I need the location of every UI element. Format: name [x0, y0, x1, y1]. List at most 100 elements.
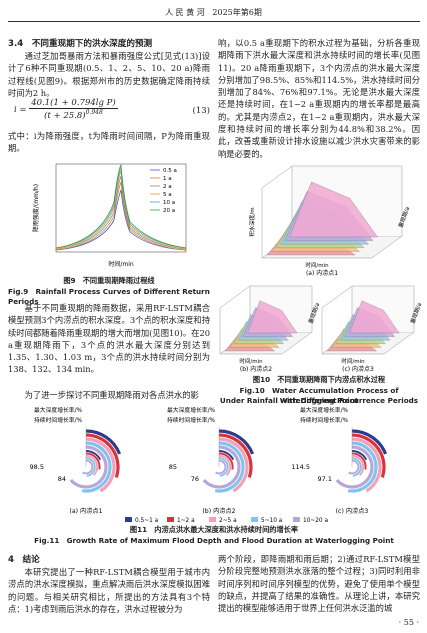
duration-label: 持续时间增长率/%: [34, 416, 83, 424]
y-axis-label: 积水深度/m: [248, 207, 256, 236]
depth-ring: [202, 445, 241, 489]
panel-label: (a) 内涝点1: [69, 507, 102, 515]
duration-value: 84: [58, 475, 66, 483]
depth-ring: [218, 429, 255, 455]
duration-ring: [218, 454, 232, 476]
panel-label: (b) 内涝点2: [202, 507, 235, 515]
duration-ring: [351, 450, 368, 461]
panel-side: [321, 285, 353, 354]
radial-chart: 最大深度增长率/% 持续时间增长率/% 98.5 84 (a) 内涝点1: [30, 406, 122, 515]
formula-lhs: i =: [14, 104, 27, 115]
depth-ring: [85, 437, 116, 493]
caption-cn: 图11 内涝点洪水最大深度和洪水持续时间的增长率: [129, 525, 299, 534]
legend-label: 5 a: [163, 192, 172, 198]
ridge: [247, 300, 298, 334]
journal-name: 人 民 黄 河: [165, 8, 205, 17]
duration-ring: [218, 452, 234, 470]
ridge: [289, 181, 378, 238]
duration-ring: [85, 454, 99, 476]
caption-en: Under Rainfall with Different Recurrence…: [219, 396, 419, 405]
paragraph: 两个阶段，即降雨期和雨后期；2)通过RF-LSTM模型分阶段完整地预测洪水涨落的…: [218, 554, 420, 614]
legend: 0.5 a 1 a 2 a 5 a 10 a 20 a: [150, 168, 177, 214]
paragraph: 为了进一步探讨不同重现期降雨对各点洪水的影: [24, 390, 199, 400]
legend-label: 10 a: [163, 200, 175, 206]
duration-ring: [218, 457, 229, 477]
duration-ring: [85, 452, 101, 470]
duration-label: 持续时间增长率/%: [167, 416, 216, 424]
exponent: 0.948: [85, 109, 103, 116]
depth-ring: [347, 441, 378, 493]
paragraph: 响，以0.5 a重现期下的积水过程为基础，分析各重现期降雨下洪水最大深度和洪水持…: [218, 38, 420, 159]
panel-label: (c) 内涝点3: [342, 365, 374, 373]
depth-label: 最大深度增长率/%: [300, 406, 349, 414]
legend-label: 20 a: [163, 208, 175, 214]
radial-chart: 最大深度增长率/% 持续时间增长率/% 85 76 (b) 内涝点2: [167, 406, 255, 515]
caption-cn: 图10 不同重现期降雨下内涝点积水过程: [252, 375, 386, 384]
legend-label: 1~2 a: [177, 518, 195, 523]
duration-ring: [82, 459, 94, 475]
caption-en: Fig.9 Rainfall Process Curves of Differe…: [8, 287, 210, 306]
legend-swatch: [167, 517, 174, 522]
x-axis-label: 时间/min: [305, 261, 329, 269]
duration-ring: [351, 454, 365, 476]
figure-9: 0.5 a 1 a 2 a 5 a 10 a 20 a 降雨强度/(mm/h) 时间/mi…: [32, 163, 187, 268]
issue: 2025年第6期: [212, 8, 262, 17]
x-axis-label: 时间/min: [239, 357, 263, 365]
depth-ring: [214, 441, 245, 493]
figure-11: 最大深度增长率/%持续时间增长率/%98.584(a) 内涝点1最大深度增长率/…: [30, 406, 388, 523]
ridge: [349, 300, 400, 334]
legend-swatch: [125, 517, 132, 522]
depth-value: 114.5: [291, 463, 310, 471]
legend-label: 0.5~1 a: [135, 518, 159, 523]
panel-label: (c) 内涝点3: [336, 507, 369, 515]
paragraph: 通过芝加哥暴雨方法和暴雨强度公式[见式(13)]设计了6种不同重现期(0.5、1…: [8, 51, 210, 98]
plot-frame: [55, 163, 187, 253]
depth-value: 98.5: [30, 463, 44, 471]
numerator: 40.1(1 + 0.794lg P): [29, 98, 118, 109]
duration-ring: [218, 450, 235, 461]
depth-label: 最大深度增长率/%: [167, 406, 216, 414]
legend-label: 10~20 a: [303, 518, 328, 523]
caption-cn: 图9 不同重现期降雨过程线: [63, 276, 155, 285]
header-rule: [8, 21, 420, 22]
denominator-wrap: (t + 25.8)0.948: [29, 109, 117, 121]
section-title: 3.4 不同重现期下的洪水深度的预测: [8, 39, 153, 49]
running-header: 人 民 黄 河 2025年第6期: [0, 7, 427, 18]
depth-ring: [335, 445, 374, 489]
duration-ring: [85, 457, 96, 477]
depth-ring: [69, 445, 108, 489]
panel-side: [219, 285, 251, 354]
denominator: (t + 25.8): [44, 110, 86, 121]
duration-ring: [351, 457, 362, 477]
depth-ring: [85, 433, 120, 478]
depth-ring: [218, 433, 253, 478]
x-axis-label: 时间/min: [108, 260, 134, 268]
depth-label: 最大深度增长率/%: [34, 406, 83, 414]
duration-label: 持续时间增长率/%: [300, 416, 349, 424]
depth-ring: [218, 437, 249, 493]
legend-label: 5~10 a: [261, 518, 283, 523]
page-number: · 55 ·: [398, 618, 419, 627]
depth-ring: [85, 429, 122, 455]
legend-label: 2 a: [163, 184, 172, 190]
depth-ring: [351, 433, 386, 478]
y-axis-label: 降雨强度/(mm/h): [32, 184, 40, 232]
rain-curves: [55, 163, 187, 251]
duration-ring: [215, 459, 227, 475]
paragraph: 基于不同重现期的降雨数据，采用RF-LSTM耦合模型预测3个内涝点的积水深度。3…: [8, 303, 210, 375]
duration-value: 97.1: [318, 475, 332, 483]
legend-swatch: [209, 517, 216, 522]
legend-swatch: [293, 517, 300, 522]
duration-ring: [348, 459, 360, 475]
panel-label: (a) 内涝点1: [306, 269, 338, 277]
legend-label: 0.5 a: [163, 168, 177, 174]
x-axis-label: 时间/min: [341, 357, 365, 365]
duration-ring: [85, 450, 102, 461]
depth-ring: [351, 437, 382, 493]
